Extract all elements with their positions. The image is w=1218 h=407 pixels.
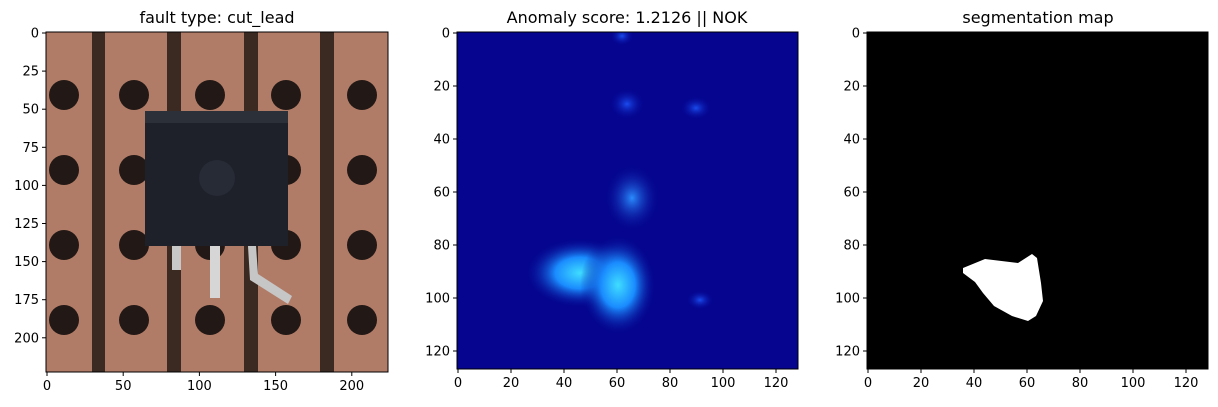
pcb-hole <box>119 80 149 110</box>
heat-spot <box>580 235 656 335</box>
pcb-hole <box>347 305 377 335</box>
x-tick-label: 100 <box>711 376 736 391</box>
pcb-hole <box>119 155 149 185</box>
x-tick-label: 120 <box>1174 376 1199 391</box>
panel-segmentation: segmentation map 0 20 40 60 80 100 120 0 20 40 60 8… <box>835 8 1209 391</box>
pcb-hole <box>347 80 377 110</box>
y-tick-label: 40 <box>843 133 860 148</box>
pcb-hole <box>271 80 301 110</box>
x-tick-label: 0 <box>864 376 872 391</box>
y-tick-label: 0 <box>852 27 860 42</box>
x-tick-label: 40 <box>966 376 983 391</box>
x-tick-label: 80 <box>1072 376 1089 391</box>
pcb-hole <box>49 80 79 110</box>
x-tick-label: 100 <box>1121 376 1146 391</box>
y-tick-label: 100 <box>425 292 450 307</box>
axes-frame <box>45 31 389 373</box>
y-tick-label: 150 <box>14 255 39 270</box>
x-tick-label: 120 <box>764 376 789 391</box>
pcb-hole <box>49 230 79 260</box>
segmentation-mask-region <box>963 254 1043 321</box>
y-tick-label: 80 <box>843 239 860 254</box>
component-lead <box>172 246 181 270</box>
y-tick-label: 175 <box>14 293 39 308</box>
pcb-hole <box>119 230 149 260</box>
y-tick-label: 60 <box>433 186 450 201</box>
pcb-hole <box>347 230 377 260</box>
axes-photo: 0 25 50 75 100 125 150 175 200 0 50 100 150 200 <box>14 27 389 394</box>
heat-spot <box>609 88 645 120</box>
pcb-hole <box>271 305 301 335</box>
pcb-hole <box>49 155 79 185</box>
y-tick-label: 0 <box>31 27 39 42</box>
anomaly-heatmap <box>457 32 798 369</box>
heat-spot <box>686 290 714 310</box>
y-tick-label: 100 <box>835 292 860 307</box>
axes-frame <box>456 31 799 370</box>
heat-spot <box>610 32 634 46</box>
x-tick-label: 150 <box>263 379 288 394</box>
axes-segmentation: 0 20 40 60 80 100 120 0 20 40 60 80 100 120 <box>835 27 1209 391</box>
y-tick-label: 20 <box>433 80 450 95</box>
axes-frame <box>866 31 1209 370</box>
x-tick-label: 0 <box>454 376 462 391</box>
y-tick-label: 100 <box>14 179 39 194</box>
pcb-image <box>46 32 388 372</box>
x-tick-label: 20 <box>913 376 930 391</box>
axes-heatmap: 0 20 40 60 80 100 120 0 20 40 60 80 100 120 <box>425 27 799 391</box>
y-tick-label: 80 <box>433 239 450 254</box>
component-mark <box>199 160 235 196</box>
pcb-hole <box>195 305 225 335</box>
panel-title: fault type: cut_lead <box>139 8 294 28</box>
heat-spot <box>604 164 660 232</box>
x-tick-label: 60 <box>609 376 626 391</box>
pcb-hole <box>347 155 377 185</box>
pcb-hole <box>49 305 79 335</box>
y-tick-label: 120 <box>835 345 860 360</box>
pcb-hole <box>119 305 149 335</box>
x-tick-label: 0 <box>43 379 51 394</box>
y-tick-label: 20 <box>843 80 860 95</box>
panel-heatmap: Anomaly score: 1.2126 || NOK 0 20 40 60 80 10… <box>425 8 799 391</box>
y-tick-label: 75 <box>22 141 39 156</box>
x-tick-label: 40 <box>556 376 573 391</box>
x-tick-label: 200 <box>339 379 364 394</box>
panel-title: segmentation map <box>962 8 1113 27</box>
y-tick-label: 25 <box>22 65 39 80</box>
panel-title: Anomaly score: 1.2126 || NOK <box>507 8 748 27</box>
segmentation-background <box>867 32 1208 369</box>
heat-spot <box>680 96 712 120</box>
panel-photo: fault type: cut_lead 0 25 50 75 100 125 150 175… <box>14 8 389 394</box>
component-lead-cut <box>248 246 292 304</box>
y-tick-label: 0 <box>442 27 450 42</box>
x-tick-label: 60 <box>1019 376 1036 391</box>
pcb-hole <box>195 80 225 110</box>
x-tick-label: 20 <box>503 376 520 391</box>
y-tick-label: 60 <box>843 186 860 201</box>
y-tick-label: 40 <box>433 133 450 148</box>
x-tick-label: 80 <box>662 376 679 391</box>
y-tick-label: 120 <box>425 345 450 360</box>
y-tick-label: 50 <box>22 103 39 118</box>
x-tick-label: 100 <box>187 379 212 394</box>
pcb-trace <box>320 32 334 372</box>
pcb-trace <box>92 32 105 372</box>
component-lead <box>210 246 220 298</box>
component-top <box>145 111 288 123</box>
y-tick-label: 125 <box>14 217 39 232</box>
y-tick-label: 200 <box>14 331 39 346</box>
x-tick-label: 50 <box>115 379 132 394</box>
